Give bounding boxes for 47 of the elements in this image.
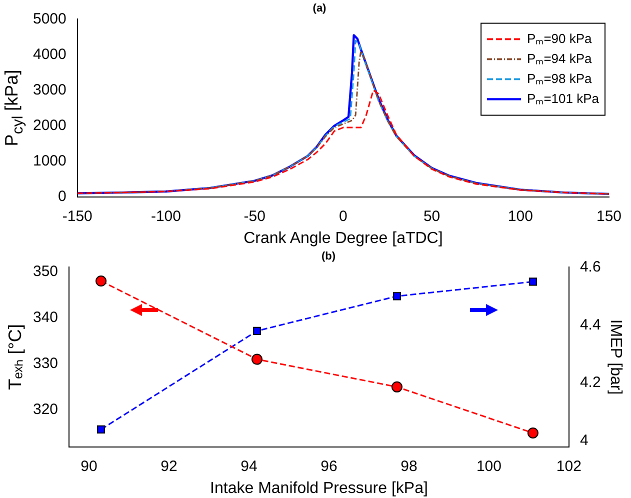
- x-tick-label: -150: [62, 208, 92, 225]
- y-tick-label: 350: [32, 262, 58, 280]
- y2-tick-label: 4.4: [580, 316, 601, 334]
- legend-label: Pₘ=90 kPa: [527, 30, 593, 46]
- x-tick-label: 50: [423, 208, 440, 225]
- y-tick-label: 0: [58, 188, 66, 205]
- point: [96, 425, 106, 434]
- y2-axis-title: IMEP [bar]: [606, 319, 624, 395]
- point: [96, 276, 107, 287]
- point: [252, 326, 262, 335]
- x-tick-label: 100: [476, 458, 502, 475]
- x-tick-label: 0: [339, 208, 348, 225]
- x-tick-label: -100: [150, 208, 181, 225]
- point: [391, 381, 402, 392]
- y-tick-label: 5000: [32, 10, 66, 28]
- x-tick-label: 90: [80, 458, 98, 475]
- y2-tick-label: 4: [580, 432, 588, 450]
- x-axis-title: Intake Manifold Pressure [kPa]: [210, 480, 428, 497]
- y-tick-label: 2000: [32, 116, 66, 134]
- y2-tick-label: 4.2: [580, 374, 601, 392]
- legend-label: Pₘ=98 kPa: [527, 70, 593, 86]
- point: [528, 278, 537, 286]
- x-tick-label: 100: [508, 208, 533, 225]
- x-tick-label: 102: [556, 458, 582, 475]
- y-tick-label: 320: [32, 401, 58, 418]
- point: [392, 292, 402, 300]
- x-tick-label: 92: [160, 458, 178, 475]
- y-axis-title: Tₑₓₕ [°C]: [4, 324, 26, 390]
- x-tick-label: 94: [240, 458, 258, 475]
- point: [527, 427, 538, 438]
- y-tick-label: 4000: [32, 46, 66, 63]
- y-tick-label: 1000: [32, 152, 66, 170]
- y-tick-label: 340: [32, 308, 58, 326]
- y-tick-label: 3000: [32, 81, 66, 98]
- x-tick-label: -50: [244, 208, 266, 225]
- line-series: [77, 89, 609, 195]
- x-tick-label: 96: [320, 458, 338, 475]
- x-tick-label: 98: [400, 458, 418, 475]
- x-tick-label: 150: [596, 208, 622, 225]
- x-axis-title: Crank Angle Degree [aTDC]: [244, 230, 443, 247]
- y2-tick-label: 4.6: [580, 258, 601, 276]
- legend-label: Pₘ=101 kPa: [527, 90, 600, 106]
- y-tick-label: 330: [32, 355, 58, 372]
- chart-title: (a): [312, 2, 327, 15]
- chart-title: (b): [321, 250, 336, 263]
- legend-label: Pₘ=94 kPa: [527, 50, 593, 66]
- point: [251, 354, 262, 365]
